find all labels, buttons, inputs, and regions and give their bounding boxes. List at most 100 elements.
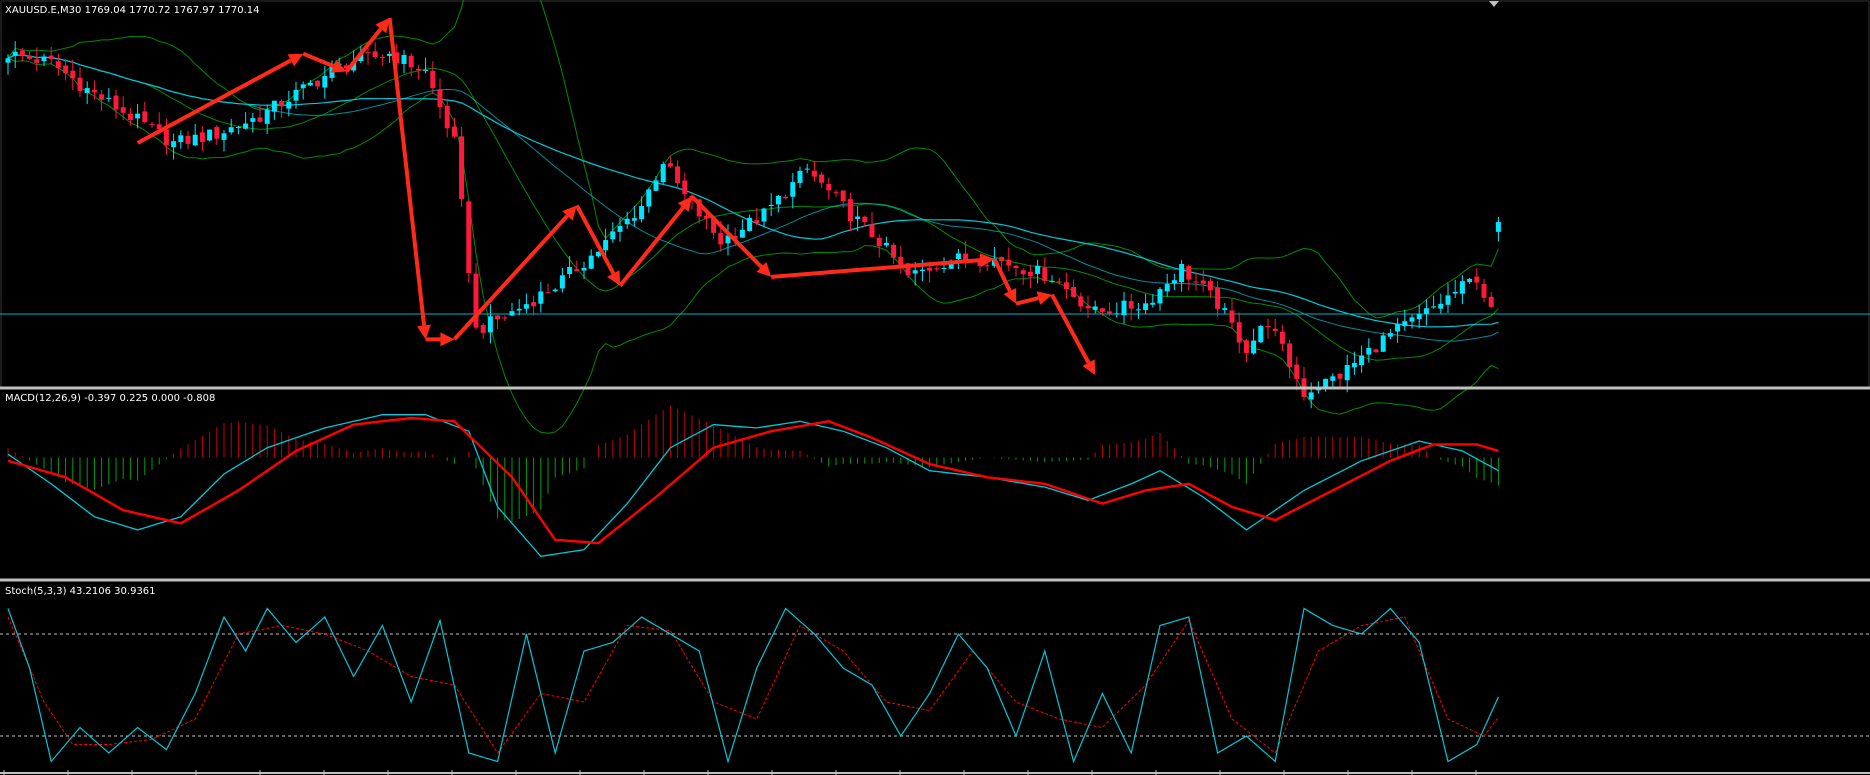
candle — [1287, 339, 1293, 379]
candle — [1409, 314, 1415, 329]
candle — [1467, 277, 1473, 285]
candle — [1265, 318, 1271, 339]
candle — [1121, 291, 1127, 324]
candle — [876, 234, 882, 258]
candle — [415, 65, 421, 80]
candle — [214, 125, 220, 145]
candle — [898, 245, 904, 274]
candle — [775, 194, 781, 213]
candle — [523, 293, 529, 313]
candle — [459, 126, 465, 208]
candle — [790, 173, 796, 209]
candle — [1452, 279, 1458, 298]
candle — [1272, 319, 1278, 337]
candle — [1215, 281, 1221, 317]
candle — [1380, 332, 1386, 352]
candle — [91, 80, 97, 100]
candle — [127, 107, 133, 126]
candle — [502, 315, 508, 322]
candle — [588, 249, 594, 270]
candle — [617, 217, 623, 242]
candle — [1258, 324, 1264, 344]
candle — [1423, 298, 1429, 326]
candle — [106, 88, 112, 103]
candle — [1459, 275, 1465, 304]
candle — [1279, 324, 1285, 352]
wave-arrow — [387, 17, 431, 340]
candle — [84, 81, 90, 104]
candle — [70, 59, 76, 90]
time-axis-ticks — [3, 770, 1477, 775]
shift-marker-icon[interactable] — [1489, 1, 1499, 7]
candle — [797, 166, 803, 188]
candle — [1344, 354, 1350, 393]
candle — [315, 79, 321, 90]
candle — [300, 81, 306, 100]
candle — [610, 222, 616, 243]
candle — [1236, 312, 1242, 354]
macd-pane-header: MACD(12,26,9) -0.397 0.225 0.000 -0.808 — [5, 393, 215, 404]
candle — [1193, 272, 1199, 291]
candle — [185, 131, 191, 149]
candle — [99, 90, 105, 112]
candle — [934, 266, 940, 272]
moving-averages — [7, 54, 1499, 342]
candle — [48, 46, 54, 64]
candle — [307, 80, 313, 86]
candle — [34, 47, 40, 72]
wave-arrow — [452, 205, 577, 341]
candle — [1481, 278, 1487, 303]
candle — [1200, 270, 1206, 292]
candle — [387, 51, 393, 63]
price-pane-header: XAUUSD.E,M30 1769.04 1770.72 1767.97 177… — [5, 5, 260, 16]
macd-signal-line — [7, 416, 1499, 545]
candle — [1323, 378, 1329, 392]
stochastic-pane[interactable]: Stoch(5,3,3) 43.2106 30.9361 — [0, 586, 1870, 764]
candle — [732, 227, 738, 247]
candle — [408, 53, 414, 77]
candle — [639, 196, 645, 223]
candle — [559, 267, 565, 293]
candle — [574, 260, 580, 272]
candle — [1035, 259, 1041, 284]
candle — [955, 248, 961, 269]
candle — [1186, 264, 1192, 291]
candle — [761, 207, 767, 228]
candle — [653, 175, 659, 191]
candle — [646, 187, 652, 213]
candle — [1229, 298, 1235, 330]
candle — [192, 123, 198, 147]
candle — [77, 66, 83, 97]
price-pane[interactable]: XAUUSD.E,M30 1769.04 1770.72 1767.97 177… — [0, 0, 1870, 434]
candle — [1395, 317, 1401, 343]
candle — [444, 98, 450, 138]
candle — [1143, 293, 1149, 314]
stoch-main-line — [7, 607, 1499, 764]
candle — [768, 193, 774, 217]
candle — [113, 90, 119, 119]
candle — [833, 189, 839, 197]
candle — [279, 99, 285, 119]
candle — [257, 104, 263, 123]
bollinger-middle — [7, 54, 1499, 361]
candlestick-series — [5, 41, 1501, 409]
candle — [1495, 216, 1501, 242]
wave-arrow — [302, 51, 347, 73]
candle — [1056, 277, 1062, 285]
wave-arrow — [1050, 293, 1096, 376]
candle — [1488, 291, 1494, 308]
candle — [891, 242, 897, 265]
macd-pane[interactable]: MACD(12,26,9) -0.397 0.225 0.000 -0.808 — [5, 393, 1499, 557]
candle — [480, 323, 486, 339]
candle — [163, 118, 169, 155]
candle — [869, 211, 875, 238]
candle — [516, 299, 522, 316]
candle — [1207, 277, 1213, 299]
ma-slow — [7, 54, 1499, 328]
candle — [1373, 348, 1379, 354]
candle — [624, 211, 630, 229]
candle — [372, 42, 378, 60]
candle — [149, 121, 155, 128]
candle — [423, 57, 429, 74]
candle — [1071, 279, 1077, 298]
